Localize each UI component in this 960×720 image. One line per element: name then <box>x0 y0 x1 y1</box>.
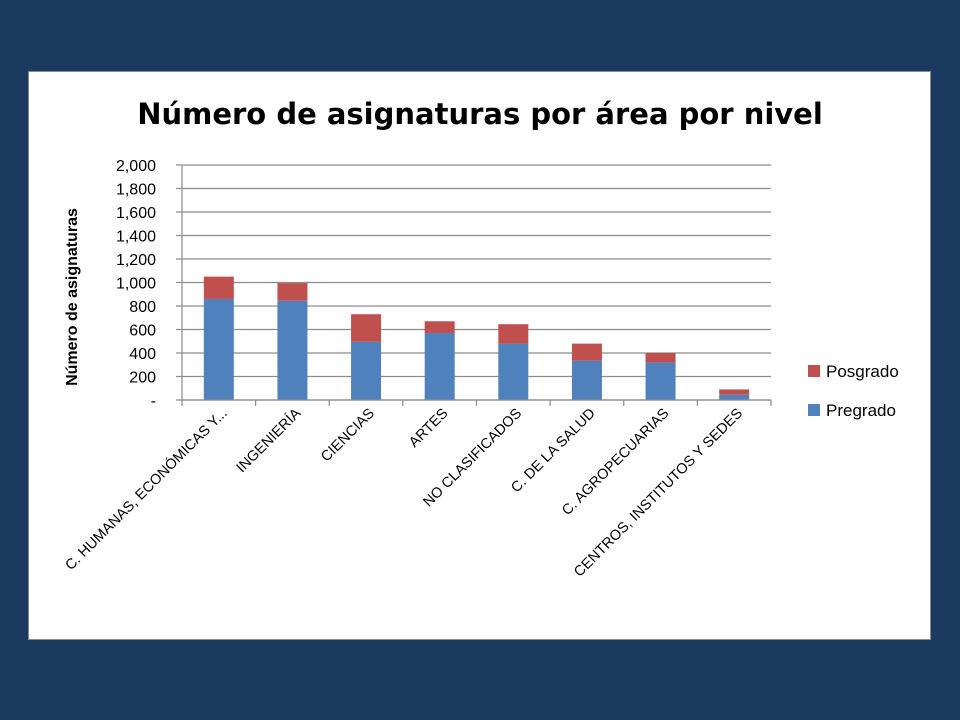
y-tick-label: - <box>151 393 156 410</box>
bar-posgrado <box>203 276 234 299</box>
bar-pregrado <box>498 343 529 400</box>
bar-posgrado <box>498 324 529 344</box>
chart-frame: Número de asignaturas por área por nivel… <box>28 71 931 640</box>
legend-swatch-pregrado <box>808 404 820 416</box>
legend-label-posgrado: Posgrado <box>826 362 899 381</box>
bar-pregrado <box>645 362 676 400</box>
y-tick-labels: - 200 400 600 800 1,000 1,200 1,400 1,600 1,800 2,… <box>116 158 156 410</box>
legend-swatch-posgrado <box>808 365 820 377</box>
bar-pregrado <box>203 298 234 400</box>
y-tick-label: 1,200 <box>116 252 156 269</box>
y-tick-label: 1,000 <box>116 276 156 293</box>
stacked-bar-chart: Número de asignaturas por área por nivel… <box>62 97 899 581</box>
bar-pregrado <box>277 300 308 400</box>
bar-posgrado <box>424 321 455 334</box>
y-tick-label: 1,400 <box>116 229 156 246</box>
y-tick-label: 200 <box>129 370 156 387</box>
gridlines <box>176 164 771 401</box>
axes <box>181 165 772 406</box>
bar-posgrado <box>719 389 750 395</box>
bars <box>203 276 750 400</box>
x-category-label: INGENIERÍA <box>233 405 305 477</box>
bar-posgrado <box>351 314 382 342</box>
y-tick-label: 2,000 <box>116 158 156 175</box>
y-tick-label: 1,800 <box>116 182 156 199</box>
bar-pregrado <box>424 333 455 400</box>
chart-title: Número de asignaturas por área por nivel <box>137 97 823 131</box>
bar-posgrado <box>645 353 676 363</box>
y-axis-title: Número de asignaturas <box>64 208 81 386</box>
y-tick-label: 800 <box>129 299 156 316</box>
bar-posgrado <box>571 343 602 361</box>
x-category-label: CENTROS, INSTITUTOS Y SEDES <box>571 406 746 581</box>
bar-posgrado <box>277 283 308 301</box>
legend-label-pregrado: Pregrado <box>826 401 896 420</box>
y-tick-label: 400 <box>129 346 156 363</box>
bar-pregrado <box>351 341 382 400</box>
x-category-label: CIENCIAS <box>318 406 378 466</box>
legend: Posgrado Pregrado <box>808 362 899 420</box>
y-tick-label: 600 <box>129 323 156 340</box>
x-category-label: C. HUMANAS, ECONÓMICAS Y... <box>62 405 231 574</box>
x-category-labels: C. HUMANAS, ECONÓMICAS Y... INGENIERÍA CIE… <box>62 405 746 581</box>
x-category-label: ARTES <box>406 406 451 451</box>
bar-pregrado <box>571 360 602 400</box>
bar-pregrado <box>719 394 750 400</box>
y-tick-label: 1,600 <box>116 205 156 222</box>
